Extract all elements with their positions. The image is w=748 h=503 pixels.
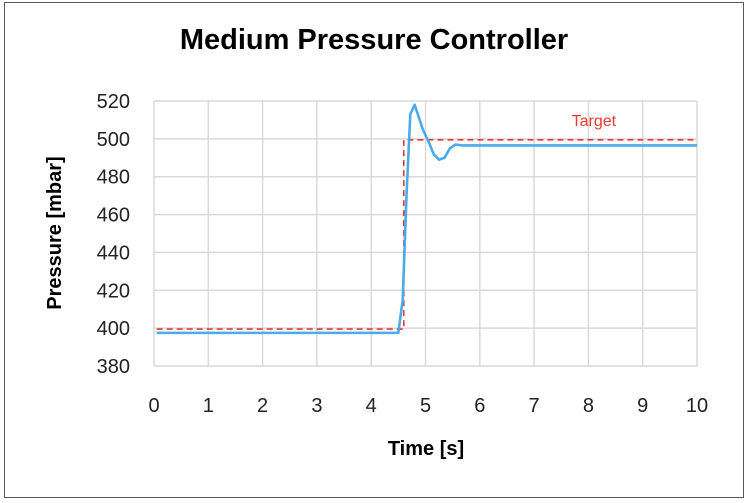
- y-tick-label: 500: [97, 129, 130, 151]
- x-tick-label: 8: [583, 395, 594, 417]
- y-tick-label: 460: [97, 205, 130, 227]
- x-tick-label: 9: [637, 395, 648, 417]
- pressure-line: [156, 103, 697, 335]
- chart-frame: [4, 2, 744, 498]
- y-tick-label: 400: [97, 318, 130, 340]
- target-line: [156, 139, 697, 330]
- y-tick-label: 480: [97, 167, 130, 189]
- x-tick-label: 6: [474, 395, 485, 417]
- x-tick-label: 7: [529, 395, 540, 417]
- gridlines: [153, 100, 698, 367]
- x-tick-label: 1: [203, 395, 214, 417]
- chart-title: Medium Pressure Controller: [179, 24, 569, 56]
- series-lines: [156, 103, 697, 335]
- y-axis-ticks: 380 400 420 440 460 480 500 520: [97, 91, 130, 378]
- y-axis-label: Pressure [mbar]: [44, 156, 66, 309]
- y-tick-label: 440: [97, 242, 130, 264]
- x-tick-label: 4: [366, 395, 377, 417]
- x-tick-label: 3: [311, 395, 322, 417]
- y-tick-label: 420: [97, 280, 130, 302]
- y-tick-label: 520: [97, 91, 130, 113]
- x-axis-label: Time [s]: [388, 438, 464, 460]
- x-tick-label: 0: [148, 395, 159, 417]
- y-tick-label: 380: [97, 356, 130, 378]
- x-tick-label: 10: [686, 395, 708, 417]
- x-tick-label: 5: [420, 395, 431, 417]
- target-annotation: Target: [572, 113, 617, 130]
- x-axis-ticks: 0 1 2 3 4 5 6 7 8 9 10: [148, 395, 708, 417]
- x-tick-label: 2: [257, 395, 268, 417]
